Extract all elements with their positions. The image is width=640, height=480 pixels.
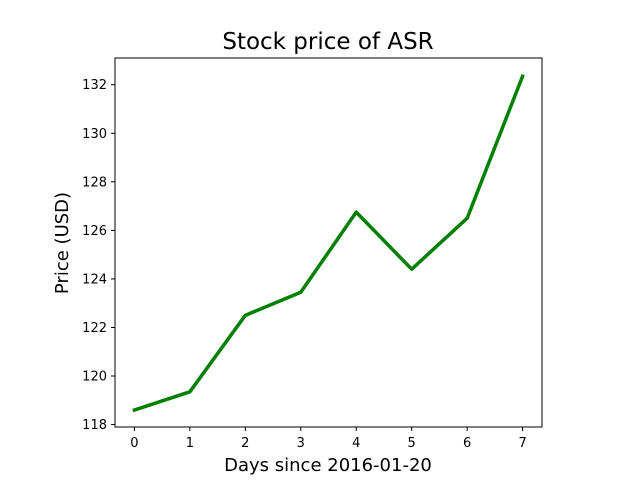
y-tick-label: 120 <box>82 370 107 385</box>
series-line <box>132 73 525 413</box>
y-axis-ticks: 118 120 122 124 126 128 130 132 <box>82 78 115 433</box>
y-tick-label: 122 <box>82 321 107 336</box>
x-tick-label: 4 <box>352 436 360 451</box>
y-tick-label: 118 <box>82 418 107 433</box>
plot-frame <box>114 57 543 428</box>
x-tick-label: 6 <box>463 436 471 451</box>
x-tick-label: 2 <box>241 436 249 451</box>
chart-title: Stock price of ASR <box>222 29 433 55</box>
x-tick-label: 7 <box>518 436 526 451</box>
y-tick-label: 132 <box>82 78 107 93</box>
x-tick-label: 1 <box>186 436 194 451</box>
x-axis-ticks: 0 1 2 3 4 5 6 7 <box>130 427 527 451</box>
y-axis-label: Price (USD) <box>52 192 73 294</box>
series-layer <box>132 73 525 413</box>
x-tick-label: 5 <box>408 436 416 451</box>
y-tick-label: 126 <box>82 224 107 239</box>
y-tick-label: 130 <box>82 127 107 142</box>
x-axis-label: Days since 2016-01-20 <box>224 455 432 476</box>
x-tick-label: 0 <box>130 436 138 451</box>
y-tick-label: 124 <box>82 272 107 287</box>
x-tick-label: 3 <box>297 436 305 451</box>
y-tick-label: 128 <box>82 175 107 190</box>
